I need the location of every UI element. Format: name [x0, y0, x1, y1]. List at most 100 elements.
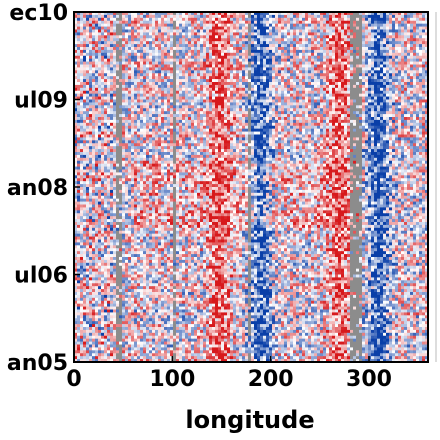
heatmap-cell [236, 47, 240, 51]
heatmap-cell [272, 23, 276, 27]
heatmap-cell [224, 102, 228, 106]
heatmap-cell [260, 41, 264, 45]
heatmap-cell [284, 17, 288, 22]
heatmap-cell [260, 67, 264, 71]
heatmap-cell [284, 105, 288, 109]
heatmap-cell [260, 49, 264, 54]
heatmap-cell [392, 52, 396, 57]
heatmap-cell [131, 84, 135, 89]
heatmap-cell [377, 111, 381, 115]
heatmap-cell [365, 29, 369, 33]
heatmap-cell [149, 122, 153, 127]
heatmap-cell [335, 55, 339, 60]
heatmap-cell [416, 90, 420, 95]
heatmap-cell [146, 41, 150, 45]
heatmap-cell [260, 111, 264, 115]
heatmap-cell [407, 67, 411, 71]
heatmap-cell [248, 76, 252, 80]
heatmap-cell [233, 117, 237, 121]
heatmap-cell [380, 128, 384, 132]
heatmap-cell [341, 128, 345, 132]
heatmap-cell [176, 55, 180, 60]
heatmap-cell [299, 82, 303, 86]
heatmap-cell [281, 64, 285, 68]
heatmap-cell [359, 96, 363, 100]
heatmap-cell [317, 117, 321, 121]
heatmap-cell [278, 125, 282, 130]
heatmap-cell [155, 117, 159, 121]
heatmap-cell [269, 117, 273, 121]
heatmap-cell [266, 64, 270, 68]
heatmap-cell [389, 102, 393, 106]
heatmap-cell [152, 111, 156, 115]
heatmap-cell [413, 64, 417, 68]
heatmap-cell [332, 14, 336, 19]
heatmap-cell [317, 47, 321, 51]
heatmap-cell [194, 125, 198, 130]
heatmap-cell [77, 35, 81, 39]
heatmap-cell [128, 55, 132, 60]
heatmap-cell [161, 87, 165, 92]
heatmap-cell [410, 131, 414, 135]
heatmap-cell [143, 122, 147, 127]
heatmap-cell [254, 117, 258, 121]
heatmap-cell [335, 14, 339, 19]
heatmap-cell [182, 29, 186, 33]
heatmap-cell [362, 119, 366, 124]
heatmap-cell [326, 108, 330, 112]
heatmap-cell [371, 44, 375, 48]
heatmap-cell [119, 14, 123, 19]
heatmap-cell [125, 84, 129, 89]
heatmap-cell [140, 76, 144, 80]
heatmap-cell [314, 58, 318, 62]
heatmap-cell [182, 38, 186, 42]
heatmap-cell [389, 49, 393, 54]
heatmap-cell [293, 44, 297, 48]
heatmap-cell [191, 119, 195, 124]
heatmap-cell [386, 55, 390, 60]
heatmap-cell [308, 76, 312, 80]
heatmap-cell [110, 114, 114, 118]
heatmap-cell [236, 67, 240, 71]
heatmap-cell [89, 12, 93, 16]
heatmap-cell [113, 114, 117, 118]
heatmap-cell [230, 111, 234, 115]
heatmap-cell [347, 61, 351, 65]
heatmap-cell [371, 114, 375, 118]
heatmap-cell [140, 35, 144, 39]
heatmap-cell [305, 44, 309, 48]
heatmap-cell [317, 64, 321, 68]
heatmap-cell [419, 114, 423, 118]
heatmap-cell [341, 102, 345, 106]
heatmap-cell [74, 128, 78, 132]
heatmap-cell [185, 55, 189, 60]
heatmap-cell [332, 108, 336, 112]
heatmap-cell [395, 93, 399, 97]
heatmap-cell [188, 17, 192, 22]
heatmap-cell [341, 20, 345, 25]
heatmap-cell [410, 17, 414, 22]
heatmap-cell [374, 117, 378, 121]
heatmap-cell [290, 47, 294, 51]
heatmap-cell [203, 76, 207, 80]
heatmap-cell [299, 58, 303, 62]
heatmap-cell [86, 26, 90, 30]
heatmap-cell [299, 61, 303, 65]
heatmap-cell [119, 23, 123, 27]
heatmap-cell [188, 114, 192, 118]
heatmap-cell [224, 105, 228, 109]
heatmap-cell [284, 55, 288, 60]
heatmap-cell [224, 12, 228, 16]
heatmap-cell [212, 84, 216, 89]
heatmap-cell [332, 96, 336, 100]
heatmap-cell [425, 67, 429, 71]
heatmap-cell [83, 90, 87, 95]
heatmap-cell [122, 70, 126, 74]
heatmap-cell [95, 99, 99, 103]
heatmap-cell [218, 23, 222, 27]
heatmap-cell [149, 58, 153, 62]
heatmap-cell [266, 12, 270, 16]
heatmap-cell [299, 12, 303, 16]
heatmap-cell [140, 102, 144, 106]
heatmap-cell [320, 73, 324, 77]
